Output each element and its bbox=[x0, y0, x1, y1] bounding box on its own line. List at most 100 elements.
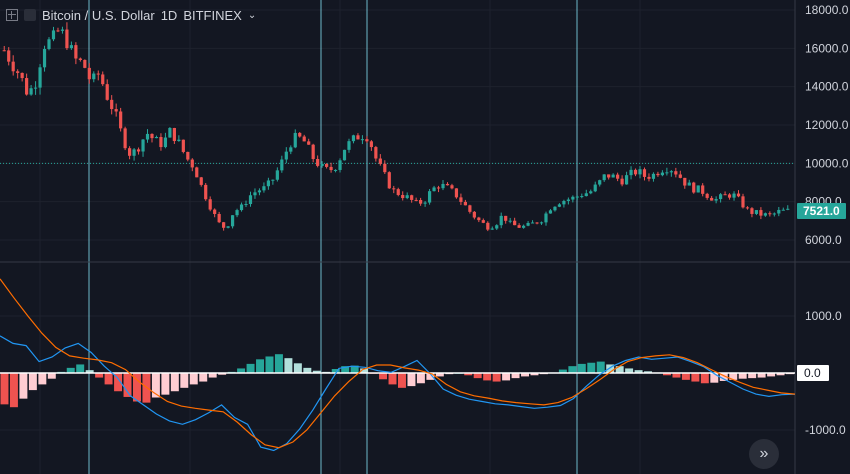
candle-body bbox=[222, 222, 226, 228]
price-axis-tick-label: 6000.0 bbox=[805, 233, 842, 247]
candle-body bbox=[611, 174, 615, 178]
candle-body bbox=[132, 149, 136, 156]
candle-body bbox=[159, 136, 163, 148]
candle-body bbox=[495, 225, 499, 229]
candle-body bbox=[629, 169, 633, 176]
histogram-bar bbox=[625, 368, 634, 373]
histogram-bar bbox=[256, 359, 264, 373]
histogram-bar bbox=[133, 373, 141, 402]
exchange[interactable]: BITFINEX bbox=[183, 7, 242, 23]
histogram-bar bbox=[596, 361, 605, 373]
histogram-bar bbox=[398, 373, 406, 388]
candle-body bbox=[593, 184, 597, 192]
candle-body bbox=[745, 207, 750, 209]
candle-body bbox=[284, 151, 288, 160]
histogram-bar bbox=[341, 366, 350, 373]
candle-body bbox=[257, 190, 262, 193]
candle-body bbox=[302, 136, 306, 142]
histogram-bar bbox=[303, 367, 312, 373]
candle-body bbox=[141, 139, 145, 152]
candle-body bbox=[777, 209, 781, 214]
candle-body bbox=[432, 187, 436, 192]
candle-body bbox=[181, 139, 185, 152]
macd-line bbox=[0, 335, 796, 452]
candle-body bbox=[669, 171, 673, 173]
candle-body bbox=[213, 209, 217, 214]
candle-body bbox=[522, 225, 526, 228]
last-price-marker: 7521.0 bbox=[797, 203, 846, 219]
candle-body bbox=[687, 182, 691, 186]
chevron-down-icon[interactable]: ⌄ bbox=[247, 9, 257, 21]
price-axis-tick-label: 12000.0 bbox=[805, 118, 849, 132]
candle-body bbox=[624, 175, 629, 185]
macd-axis-tick-label: -1000.0 bbox=[805, 423, 846, 437]
candle-body bbox=[392, 188, 396, 190]
candle-body bbox=[338, 160, 342, 170]
candle-body bbox=[190, 159, 194, 168]
candle-body bbox=[499, 215, 503, 226]
candle-body bbox=[683, 177, 687, 186]
candle-body bbox=[678, 174, 682, 178]
histogram-bar bbox=[568, 366, 577, 373]
macd-zero-marker: 0.0 bbox=[797, 365, 829, 381]
candle-body bbox=[768, 213, 772, 215]
candle-body bbox=[168, 127, 172, 138]
candle-body bbox=[351, 135, 356, 142]
candle-body bbox=[566, 199, 570, 201]
symbol-name[interactable]: Bitcoin / U.S. Dollar bbox=[42, 7, 155, 23]
histogram-bar bbox=[0, 373, 9, 405]
interval[interactable]: 1D bbox=[160, 7, 178, 23]
histogram-bar bbox=[123, 373, 132, 397]
histogram-bar bbox=[293, 363, 302, 373]
candle-body bbox=[450, 185, 454, 189]
candle-body bbox=[311, 144, 315, 160]
candle-body bbox=[674, 171, 678, 175]
histogram-bar bbox=[473, 373, 482, 379]
histogram-bar bbox=[38, 373, 47, 385]
candle-body bbox=[517, 225, 521, 228]
candle-body bbox=[275, 170, 279, 180]
candle-body bbox=[647, 176, 651, 179]
histogram-bar bbox=[663, 373, 671, 376]
candle-body bbox=[369, 141, 373, 148]
histogram-bar bbox=[644, 371, 653, 373]
candle-body bbox=[633, 169, 638, 175]
candle-body bbox=[342, 149, 347, 161]
histogram-bar bbox=[95, 373, 104, 378]
histogram-bar bbox=[492, 373, 501, 382]
candle-body bbox=[33, 87, 38, 89]
candle-body bbox=[607, 174, 611, 178]
expand-icon[interactable] bbox=[6, 9, 18, 21]
candle-body bbox=[347, 141, 351, 150]
candle-body bbox=[25, 78, 29, 95]
candle-body bbox=[754, 210, 759, 214]
candle-body bbox=[759, 210, 763, 216]
candle-body bbox=[468, 205, 472, 212]
candle-body bbox=[195, 167, 199, 178]
scroll-to-realtime-button[interactable]: » bbox=[749, 439, 779, 469]
histogram-bar bbox=[767, 373, 776, 377]
macd-axis: 1000.0 -1000.0 bbox=[805, 309, 846, 437]
histogram-bar bbox=[634, 370, 643, 373]
candle-body bbox=[642, 169, 647, 177]
candle-body bbox=[74, 45, 78, 59]
histogram-bar bbox=[700, 373, 709, 384]
histogram-bar bbox=[208, 373, 217, 378]
candle-body bbox=[29, 88, 33, 95]
candle-body bbox=[513, 220, 517, 226]
candle-body bbox=[69, 45, 73, 49]
candle-body bbox=[656, 173, 660, 176]
symbol-logo-icon bbox=[24, 9, 36, 21]
candle-body bbox=[307, 141, 311, 145]
candle-body bbox=[723, 194, 727, 196]
candle-body bbox=[584, 193, 588, 197]
price-axis-tick-label: 16000.0 bbox=[805, 41, 849, 55]
candle-body bbox=[114, 109, 118, 112]
candle-body bbox=[101, 74, 105, 85]
histogram-bar bbox=[672, 373, 681, 378]
last-price-label: 7521.0 bbox=[803, 204, 840, 218]
candle-body bbox=[2, 50, 6, 52]
candle-body bbox=[414, 199, 418, 201]
histogram-bar bbox=[521, 373, 529, 377]
